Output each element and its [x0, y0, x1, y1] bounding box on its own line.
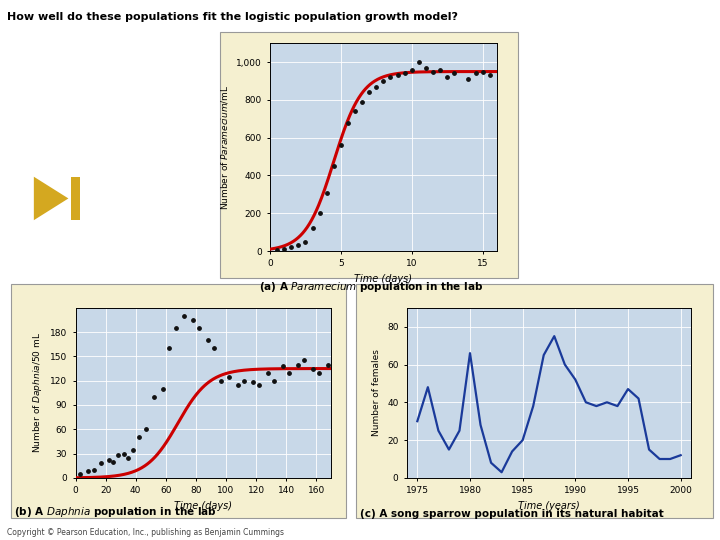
Point: [253, 380, 265, 389]
Point: [277, 362, 289, 370]
Point: [427, 67, 438, 76]
Point: [286, 243, 297, 252]
Point: [233, 380, 244, 389]
Point: [269, 376, 280, 385]
Point: [392, 71, 403, 79]
Point: [364, 88, 375, 97]
Point: [74, 469, 86, 478]
Point: [406, 65, 418, 74]
Point: [314, 209, 325, 218]
Point: [157, 384, 168, 393]
Point: [171, 323, 182, 332]
Text: (c) A song sparrow population in its natural habitat: (c) A song sparrow population in its nat…: [360, 509, 664, 519]
Point: [238, 376, 250, 385]
Text: (b) A $\mathit{Daphnia}$ population in the lab: (b) A $\mathit{Daphnia}$ population in t…: [14, 505, 217, 519]
Point: [112, 451, 123, 460]
Point: [271, 246, 283, 254]
Point: [342, 118, 354, 127]
Point: [335, 141, 346, 150]
Point: [262, 368, 274, 377]
Point: [484, 71, 495, 79]
Point: [292, 241, 304, 249]
Point: [118, 449, 130, 458]
Point: [477, 67, 488, 76]
Point: [399, 69, 410, 78]
Point: [413, 58, 425, 66]
Point: [292, 360, 304, 369]
Point: [323, 360, 334, 369]
Point: [356, 97, 368, 106]
Point: [384, 73, 396, 82]
Text: How well do these populations fit the logistic population growth model?: How well do these populations fit the lo…: [7, 12, 458, 22]
Point: [321, 188, 333, 197]
Point: [469, 69, 481, 78]
Point: [133, 433, 145, 442]
Point: [247, 378, 258, 387]
Text: (a) A $\mathit{Paramecium}$ population in the lab: (a) A $\mathit{Paramecium}$ population i…: [258, 280, 483, 294]
Point: [140, 425, 152, 434]
Point: [441, 73, 453, 82]
Y-axis label: Number of $\mathit{Daphnia}$/50 mL: Number of $\mathit{Daphnia}$/50 mL: [32, 332, 45, 454]
Point: [298, 356, 310, 365]
Point: [223, 373, 235, 381]
Point: [463, 75, 474, 83]
Point: [420, 63, 432, 72]
Point: [307, 364, 319, 373]
Point: [82, 467, 94, 476]
Point: [434, 65, 446, 74]
Point: [127, 445, 138, 454]
Point: [107, 457, 119, 466]
Y-axis label: Number of $\mathit{Paramecium}$/mL: Number of $\mathit{Paramecium}$/mL: [220, 84, 230, 210]
Point: [178, 312, 189, 320]
Point: [449, 69, 460, 78]
Point: [284, 368, 295, 377]
Y-axis label: Number of females: Number of females: [372, 349, 382, 436]
Point: [95, 459, 107, 468]
Point: [349, 107, 361, 116]
Point: [313, 368, 325, 377]
Point: [88, 465, 99, 474]
X-axis label: Time (days): Time (days): [174, 501, 233, 511]
Point: [103, 456, 114, 464]
Point: [122, 454, 134, 462]
Point: [328, 161, 340, 170]
Point: [216, 376, 228, 385]
Point: [300, 237, 311, 246]
Point: [307, 224, 318, 233]
X-axis label: Time (days): Time (days): [354, 274, 413, 284]
Bar: [71, 177, 80, 220]
Point: [163, 344, 174, 353]
X-axis label: Time (years): Time (years): [518, 501, 580, 511]
Point: [202, 336, 214, 345]
Point: [279, 245, 290, 253]
Text: Copyright © Pearson Education, Inc., publishing as Benjamin Cummings: Copyright © Pearson Education, Inc., pub…: [7, 528, 284, 537]
Point: [208, 344, 220, 353]
Point: [377, 77, 389, 85]
Point: [187, 315, 199, 324]
Point: [148, 393, 160, 401]
Polygon shape: [34, 177, 68, 220]
Point: [193, 323, 204, 332]
Point: [371, 82, 382, 91]
